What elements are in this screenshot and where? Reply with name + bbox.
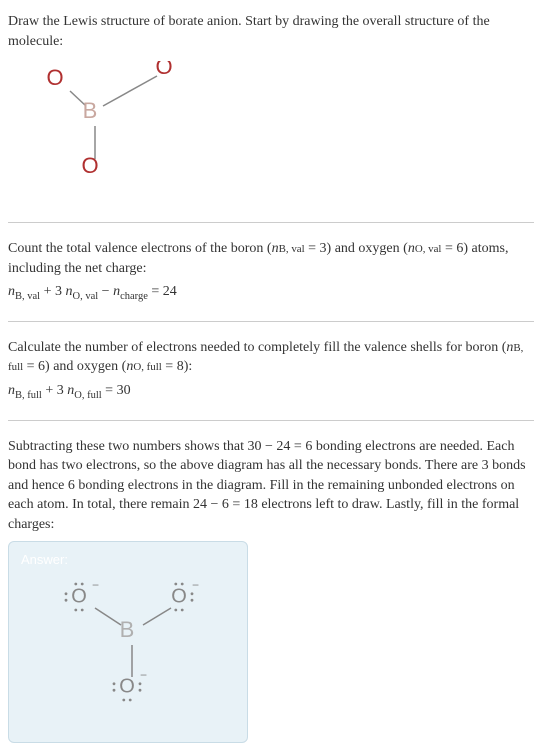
eq2-sub1: B, full bbox=[15, 390, 42, 401]
n-o-full-sub: O, full bbox=[133, 361, 161, 373]
svg-text:−: − bbox=[92, 578, 99, 592]
conclusion-paragraph: Subtracting these two numbers shows that… bbox=[8, 437, 534, 535]
valence-paragraph: Count the total valence electrons of the… bbox=[8, 239, 534, 278]
eq2-n1: n bbox=[8, 383, 15, 398]
eq1-tail: = 24 bbox=[148, 284, 177, 299]
valence-text-a: Count the total valence electrons of the… bbox=[8, 241, 272, 256]
svg-text:−: − bbox=[192, 578, 199, 592]
answer-box: Answer: BOOO−−− bbox=[8, 541, 248, 743]
eq1-mid2: − bbox=[98, 284, 113, 299]
svg-text:O: O bbox=[119, 675, 135, 697]
valence-text-b: = 3) and oxygen ( bbox=[305, 241, 408, 256]
n-b-val-sub: B, val bbox=[279, 243, 305, 255]
separator-1 bbox=[8, 222, 534, 223]
lewis-svg: BOOO−−− bbox=[21, 573, 237, 723]
eq1-n2: n bbox=[66, 284, 73, 299]
eq2-tail: = 30 bbox=[102, 383, 131, 398]
svg-text:O: O bbox=[171, 585, 187, 607]
full-text-c: = 8): bbox=[162, 359, 192, 374]
eq2-mid: + 3 bbox=[42, 383, 67, 398]
separator-3 bbox=[8, 420, 534, 421]
full-text-b: = 6) and oxygen ( bbox=[23, 359, 126, 374]
full-text-a: Calculate the number of electrons needed… bbox=[8, 340, 506, 355]
n-o-val-sub: O, val bbox=[415, 243, 442, 255]
eq1-mid1: + 3 bbox=[40, 284, 65, 299]
separator-2 bbox=[8, 321, 534, 322]
intro-paragraph: Draw the Lewis structure of borate anion… bbox=[8, 12, 534, 51]
svg-text:B: B bbox=[120, 616, 135, 641]
svg-text:O: O bbox=[71, 585, 87, 607]
eq1-sub2: O, val bbox=[73, 291, 99, 302]
n-symbol-2: n bbox=[408, 241, 415, 256]
svg-text:O: O bbox=[46, 65, 63, 90]
eq2-sub2: O, full bbox=[74, 390, 101, 401]
skeletal-svg: BOOO bbox=[8, 61, 208, 201]
full-shell-paragraph: Calculate the number of electrons needed… bbox=[8, 338, 534, 377]
answer-label: Answer: bbox=[21, 552, 235, 567]
n-symbol: n bbox=[272, 241, 279, 256]
equation-1: nB, val + 3 nO, val − ncharge = 24 bbox=[8, 282, 534, 304]
eq1-sub3: charge bbox=[120, 291, 148, 302]
svg-text:B: B bbox=[83, 98, 98, 123]
skeletal-diagram: BOOO bbox=[8, 61, 534, 206]
svg-text:−: − bbox=[140, 668, 147, 682]
eq1-sub1: B, val bbox=[15, 291, 40, 302]
svg-text:O: O bbox=[81, 153, 98, 178]
equation-2: nB, full + 3 nO, full = 30 bbox=[8, 381, 534, 403]
eq1-n1: n bbox=[8, 284, 15, 299]
svg-text:O: O bbox=[155, 61, 172, 79]
